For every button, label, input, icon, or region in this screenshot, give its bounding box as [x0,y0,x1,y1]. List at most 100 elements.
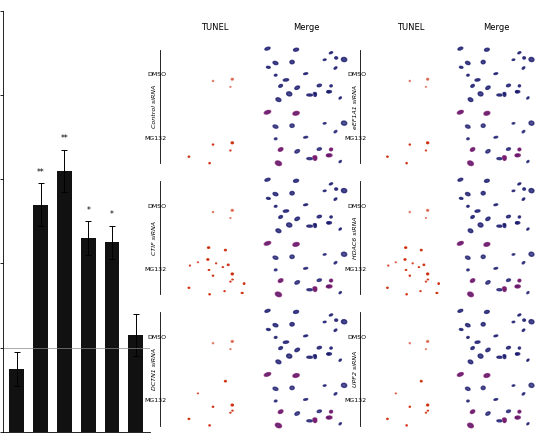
Ellipse shape [329,410,333,413]
Text: DMSO: DMSO [348,204,367,208]
Ellipse shape [485,243,489,246]
Ellipse shape [484,374,490,378]
Ellipse shape [503,287,506,289]
Ellipse shape [329,279,333,282]
Ellipse shape [290,191,294,195]
Ellipse shape [294,243,299,246]
Ellipse shape [265,178,270,181]
Ellipse shape [293,243,299,247]
Ellipse shape [458,111,463,114]
Ellipse shape [274,269,277,271]
Ellipse shape [290,124,294,128]
Ellipse shape [294,48,299,51]
Ellipse shape [516,154,520,157]
Ellipse shape [212,211,213,213]
Ellipse shape [276,424,281,427]
Ellipse shape [334,198,337,201]
Ellipse shape [209,294,210,295]
Ellipse shape [497,356,502,358]
Ellipse shape [274,205,277,207]
Ellipse shape [420,291,421,292]
Ellipse shape [529,383,534,388]
Ellipse shape [518,410,521,413]
Ellipse shape [512,385,515,386]
Ellipse shape [216,263,217,264]
Ellipse shape [497,158,502,160]
Ellipse shape [323,190,326,191]
Ellipse shape [323,59,326,60]
Ellipse shape [503,92,506,94]
Ellipse shape [518,52,521,54]
Ellipse shape [529,252,534,256]
Text: **: ** [37,168,44,177]
Ellipse shape [527,97,529,99]
Ellipse shape [265,47,270,50]
Ellipse shape [335,57,337,59]
Ellipse shape [503,289,506,291]
Ellipse shape [518,279,521,282]
Ellipse shape [529,57,534,62]
Ellipse shape [386,287,388,288]
Ellipse shape [303,335,308,337]
Ellipse shape [327,91,329,93]
Ellipse shape [512,123,515,124]
Ellipse shape [295,412,300,415]
Ellipse shape [458,309,463,312]
Ellipse shape [471,410,475,414]
Ellipse shape [327,222,331,224]
Ellipse shape [427,273,429,275]
Ellipse shape [405,247,407,248]
Ellipse shape [529,320,534,324]
Ellipse shape [317,346,321,349]
Ellipse shape [313,156,317,158]
Ellipse shape [485,310,489,313]
Ellipse shape [313,287,317,289]
Ellipse shape [276,360,281,364]
Ellipse shape [486,412,490,415]
Ellipse shape [287,92,292,96]
Ellipse shape [327,155,329,156]
Ellipse shape [329,183,333,185]
Ellipse shape [303,204,308,206]
Ellipse shape [427,79,429,80]
Ellipse shape [485,374,489,377]
Ellipse shape [341,57,347,62]
Ellipse shape [339,423,341,425]
Ellipse shape [287,223,292,227]
Ellipse shape [502,418,506,421]
Ellipse shape [481,60,485,64]
Ellipse shape [457,110,464,114]
Ellipse shape [518,148,521,151]
Ellipse shape [326,285,332,288]
Ellipse shape [334,262,337,264]
Ellipse shape [313,156,316,158]
Ellipse shape [467,423,473,428]
Ellipse shape [232,279,233,280]
Ellipse shape [494,73,497,75]
Ellipse shape [515,285,520,288]
Ellipse shape [314,289,316,291]
Ellipse shape [231,142,233,144]
Ellipse shape [293,112,299,115]
Ellipse shape [274,138,277,140]
Ellipse shape [189,265,190,266]
Ellipse shape [423,264,425,266]
Ellipse shape [339,161,341,163]
Ellipse shape [497,94,502,96]
Ellipse shape [503,224,506,225]
Ellipse shape [471,148,474,151]
Ellipse shape [516,417,518,418]
Ellipse shape [471,279,475,283]
Text: *: * [86,206,90,215]
Ellipse shape [284,210,288,212]
Ellipse shape [188,287,190,288]
Ellipse shape [516,222,520,224]
Ellipse shape [388,265,389,266]
Ellipse shape [339,97,341,99]
Ellipse shape [341,188,347,193]
Ellipse shape [494,398,497,400]
Bar [81,238,95,432]
Ellipse shape [323,123,326,124]
Ellipse shape [507,148,510,150]
Ellipse shape [519,216,521,218]
